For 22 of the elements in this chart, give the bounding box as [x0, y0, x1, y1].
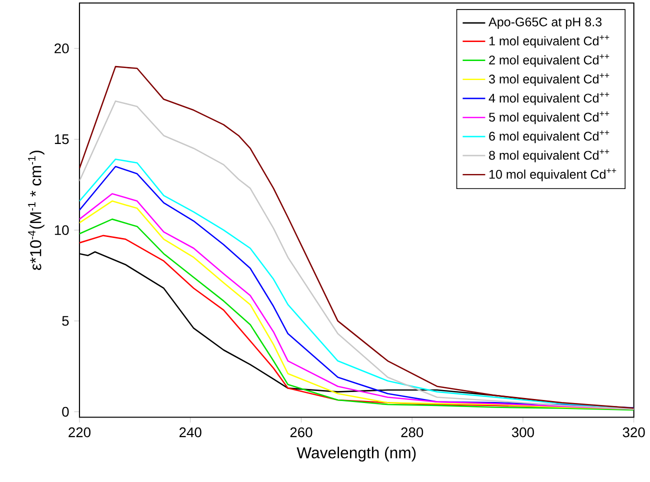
legend-label: 4 mol equivalent Cd$^{++}$: [488, 92, 610, 106]
legend-label: 5 mol equivalent Cd$^{++}$: [489, 111, 610, 124]
legend-label: 3 mol equivalent Cd$^{++}$: [488, 73, 610, 86]
x-axis-title: Wavelength (nm): [296, 446, 416, 462]
x-tick-label: 280: [401, 428, 424, 438]
x-tick-label: 220: [68, 428, 90, 438]
x-tick-label: 300: [512, 428, 534, 438]
y-tick-label: 5: [62, 316, 69, 326]
y-tick-label: 10: [54, 225, 69, 236]
legend-label: 8 mol equivalent Cd$^{++}$: [489, 150, 610, 162]
legend-label: 10 mol equivalent Cd$^{++}$: [489, 168, 616, 182]
legend-label: 1 mol equivalent Cd$^{++}$: [489, 35, 610, 48]
legend-label: 6 mol equivalent Cd$^{++}$: [489, 130, 610, 144]
legend-label: 2 mol equivalent Cd$^{++}$: [489, 54, 610, 68]
x-tick-label: 320: [622, 428, 645, 438]
y-tick-label: 15: [54, 134, 69, 144]
x-tick-label: 260: [290, 428, 312, 438]
legend-label: Apo-G65C at pH 8.3: [488, 18, 602, 29]
x-tick-label: 240: [179, 428, 202, 438]
y-tick-label: 20: [54, 44, 69, 54]
y-tick-label: 0: [62, 406, 69, 417]
y-axis-title: ε*10$^{-4}$(M$^{-1}$ * cm$^{-1}$): [28, 150, 44, 270]
